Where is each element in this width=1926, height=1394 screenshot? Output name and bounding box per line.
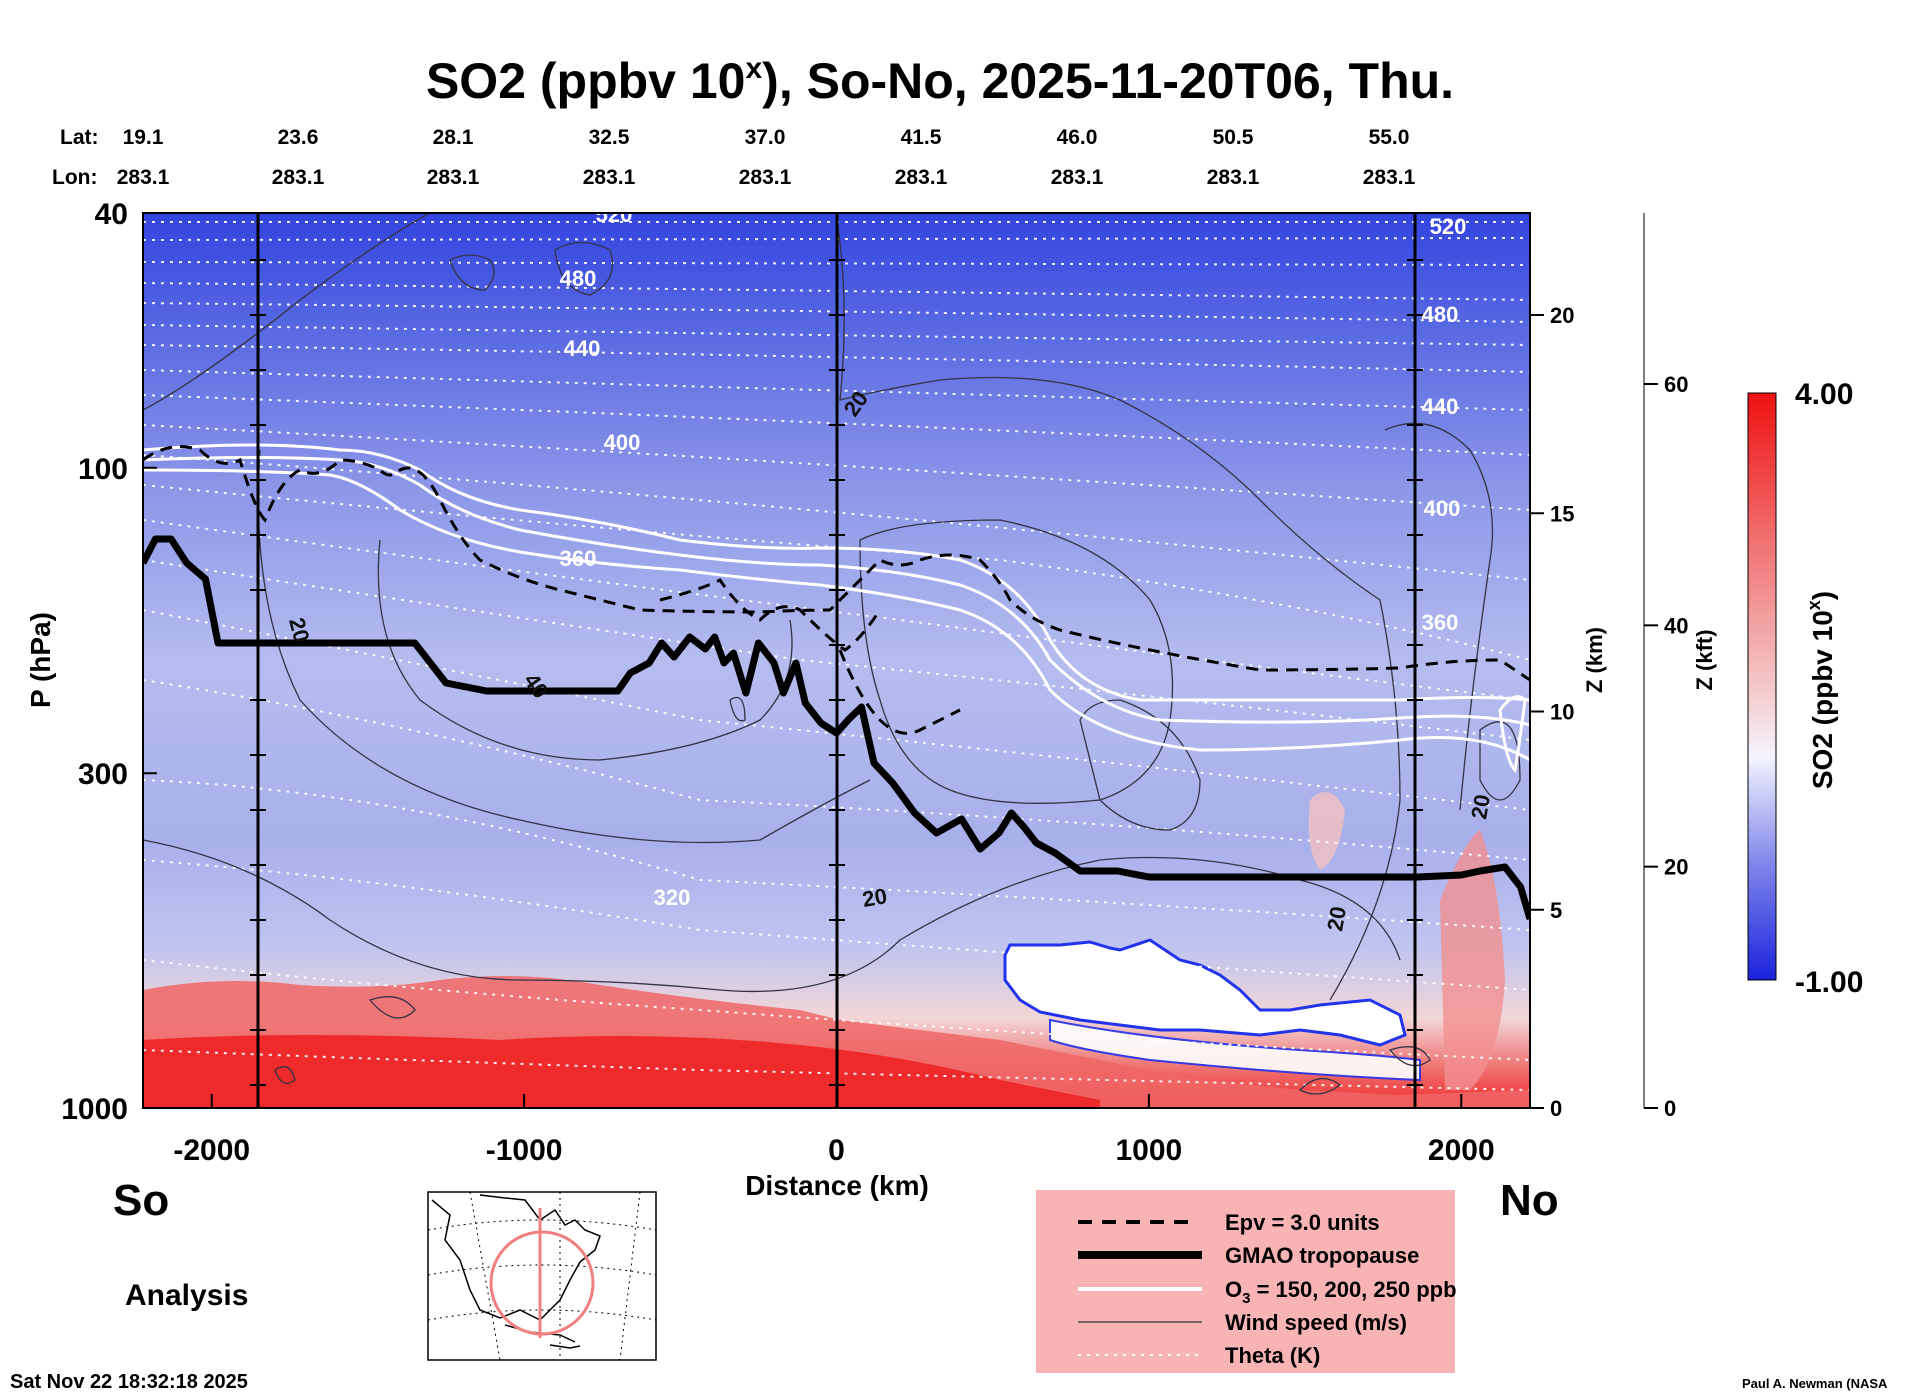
theta-contour-label: 440 [1422, 394, 1459, 419]
x-tick-label: 1000 [1116, 1134, 1183, 1167]
chart-title: SO2 (ppbv 10x), So-No, 2025-11-20T06, Th… [426, 52, 1454, 109]
lon-value-7: 283.1 [1207, 166, 1260, 189]
epv-contour [143, 445, 1530, 682]
z-km-tick-label: 0 [1550, 1096, 1562, 1121]
north-label: No [1500, 1176, 1559, 1225]
theta-contour-label: 320 [654, 885, 691, 910]
z-km-tick-label: 5 [1550, 898, 1562, 923]
white-no-data-region [1003, 938, 1407, 1047]
lon-value-1: 283.1 [272, 166, 325, 189]
legend-label-theta: Theta (K) [1225, 1343, 1320, 1368]
lat-value-3: 32.5 [589, 126, 630, 149]
lat-value-7: 50.5 [1213, 126, 1254, 149]
wind-contour-label: 20 [860, 883, 888, 912]
y-tick-label: 100 [78, 453, 128, 486]
lon-value-8: 283.1 [1363, 166, 1416, 189]
wind-contour-label: 20 [1466, 792, 1495, 820]
x-tick-label: -1000 [486, 1134, 563, 1167]
theta-contour-label: 480 [1422, 302, 1459, 327]
z-kft-axis-label: Z (kft) [1692, 629, 1717, 690]
lon-value-3: 283.1 [583, 166, 636, 189]
inset-locator-map [427, 1191, 657, 1361]
legend-label-ozone: O3 = 150, 200, 250 ppb [1225, 1277, 1457, 1307]
lat-value-5: 41.5 [901, 126, 942, 149]
lat-value-1: 23.6 [278, 126, 319, 149]
z-kft-tick-label: 60 [1664, 372, 1688, 397]
wind-speed-contours [143, 213, 1521, 1095]
theta-contour-label: 400 [1424, 496, 1461, 521]
lon-value-2: 283.1 [427, 166, 480, 189]
z-kft-tick-label: 20 [1664, 855, 1688, 880]
y-tick-label: 40 [95, 198, 128, 231]
z-km-tick-label: 15 [1550, 501, 1574, 526]
lon-value-6: 283.1 [1051, 166, 1104, 189]
wind-contour-label: 20 [1322, 904, 1351, 932]
x-axis-label: Distance (km) [745, 1170, 929, 1201]
lat-value-2: 28.1 [433, 126, 474, 149]
lat-value-0: 19.1 [123, 126, 164, 149]
lat-value-6: 46.0 [1057, 126, 1098, 149]
z-kft-tick-label: 40 [1664, 613, 1688, 638]
theta-contour-label: 520 [596, 202, 633, 227]
analysis-label: Analysis [125, 1279, 248, 1312]
south-label: So [113, 1176, 169, 1225]
colorbar-max-label: 4.00 [1795, 378, 1853, 411]
lon-row-label: Lon: [52, 166, 97, 189]
y-axis-label: P (hPa) [25, 612, 56, 708]
lon-value-0: 283.1 [117, 166, 170, 189]
contour-labels: 5204804404003603205204804404003602040202… [284, 202, 1495, 933]
credit: Paul A. Newman (NASA [1742, 1376, 1888, 1391]
theta-contour-label: 480 [560, 266, 597, 291]
theta-contour-label: 400 [604, 430, 641, 455]
ozone-contours [143, 443, 1530, 774]
colorbar-label: SO2 (ppbv 10x) [1804, 591, 1838, 789]
colorbar [1747, 392, 1777, 981]
y-tick-label: 1000 [61, 1093, 128, 1126]
z-kft-tick-label: 0 [1664, 1096, 1676, 1121]
plot-area [143, 213, 1530, 1108]
timestamp: Sat Nov 22 18:32:18 2025 [10, 1371, 248, 1393]
theta-contour-label: 360 [1422, 610, 1459, 635]
lat-row-label: Lat: [60, 126, 99, 149]
legend-label-tropopause: GMAO tropopause [1225, 1243, 1419, 1268]
x-tick-label: -2000 [173, 1134, 250, 1167]
lon-value-4: 283.1 [739, 166, 792, 189]
theta-contour-label: 520 [1430, 214, 1467, 239]
legend: Epv = 3.0 units GMAO tropopause O3 = 150… [1036, 1190, 1457, 1373]
x-tick-label: 0 [828, 1134, 845, 1167]
z-km-tick-label: 20 [1550, 303, 1574, 328]
lat-value-8: 55.0 [1369, 126, 1410, 149]
legend-label-wind: Wind speed (m/s) [1225, 1310, 1407, 1335]
x-tick-label: 2000 [1428, 1134, 1495, 1167]
y-tick-label: 300 [78, 758, 128, 791]
legend-label-epv: Epv = 3.0 units [1225, 1210, 1380, 1235]
gmao-tropopause-line [143, 535, 1530, 920]
theta-contour-label: 360 [560, 546, 597, 571]
z-km-axis-label: Z (km) [1582, 627, 1607, 693]
z-km-tick-label: 10 [1550, 700, 1574, 725]
colorbar-min-label: -1.00 [1795, 966, 1863, 999]
lat-value-4: 37.0 [745, 126, 786, 149]
lon-value-5: 283.1 [895, 166, 948, 189]
theta-contour-label: 440 [564, 336, 601, 361]
